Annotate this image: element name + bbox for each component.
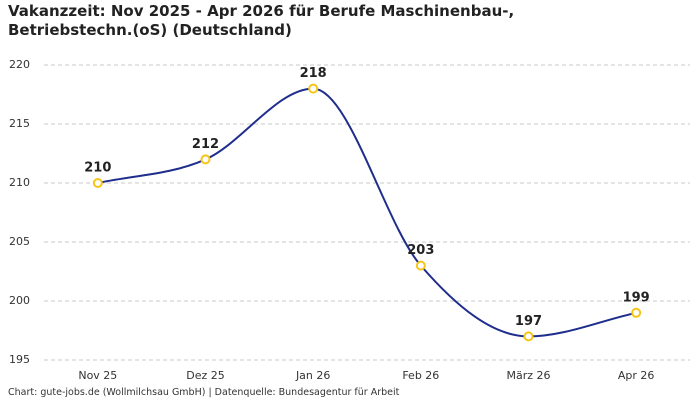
chart-source: Chart: gute-jobs.de (Wollmilchsau GmbH) … xyxy=(8,387,400,398)
data-label: 212 xyxy=(192,137,219,152)
x-tick-label: Feb 26 xyxy=(402,369,439,382)
y-tick-label: 195 xyxy=(9,353,30,366)
point xyxy=(523,331,534,342)
line xyxy=(97,87,637,338)
point xyxy=(200,154,211,165)
point xyxy=(92,178,103,188)
point xyxy=(308,83,319,94)
chart: 195 200 205 210 215 220 Nov 25 Dez 25 Jan 26 Feb … xyxy=(9,58,690,382)
y-tick-label: 210 xyxy=(9,176,30,189)
y-tick-label: 220 xyxy=(9,58,30,71)
y-tick-label: 215 xyxy=(9,117,30,130)
data-label: 197 xyxy=(515,314,542,329)
y-tick-label: 205 xyxy=(9,235,30,248)
x-tick-label: Dez 25 xyxy=(186,369,225,382)
data-label: 199 xyxy=(623,290,650,305)
chart-title: Vakanzzeit: Nov 2025 - Apr 2026 für Beru… xyxy=(8,2,515,39)
y-tick-label: 200 xyxy=(9,294,30,307)
point xyxy=(415,260,426,271)
data-label: 218 xyxy=(300,66,327,81)
x-tick-label: Jan 26 xyxy=(295,369,330,382)
point xyxy=(631,307,642,318)
x-tick-label: Apr 26 xyxy=(618,369,655,382)
data-label: 203 xyxy=(407,243,434,258)
data-label: 210 xyxy=(84,161,111,176)
x-tick-label: März 26 xyxy=(506,369,550,382)
x-tick-label: Nov 25 xyxy=(78,369,117,382)
